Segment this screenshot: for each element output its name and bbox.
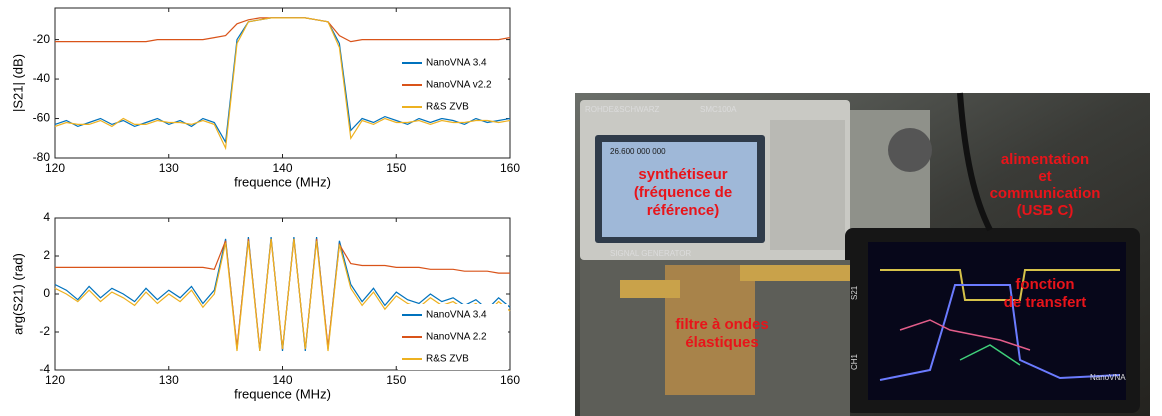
x-tick-label: 160 [500, 161, 520, 175]
y-tick-label: -4 [39, 362, 50, 376]
device-label: ROHDE&SCHWARZ [585, 105, 659, 114]
annotation: alimentation [1001, 151, 1089, 168]
legend-label: NanoVNA 3.4 [426, 58, 487, 69]
x-tick-label: 120 [45, 373, 65, 387]
usb-cable [957, 92, 993, 232]
x-tick-label: 160 [500, 373, 520, 387]
y-tick-label: -2 [39, 324, 50, 338]
device-label: SIGNAL GENERATOR [610, 249, 691, 258]
chart: 120 130 140 150 160 -80 -60 -40 -20 frequence (MH… [10, 7, 520, 189]
y-tick-label: -40 [33, 71, 51, 85]
legend-label: R&S ZVB [426, 354, 469, 365]
data-line [55, 17, 511, 43]
screen-trace [899, 319, 1031, 351]
data-line [54, 238, 511, 352]
x-tick-label: 140 [272, 161, 292, 175]
keypad [770, 120, 845, 250]
data-line [54, 17, 511, 151]
knob [888, 128, 932, 172]
legend-label: NanoVNA 3.4 [426, 310, 487, 321]
legend: NanoVNA 3.4 NanoVNA 2.2 R&S ZVB [398, 304, 508, 370]
device-label: S21 [850, 285, 859, 300]
data-line [54, 236, 511, 352]
x-tick-label: 140 [272, 373, 292, 387]
screen-trace [880, 269, 1120, 301]
y-tick-label: 2 [43, 248, 50, 262]
annotation: et [1038, 168, 1051, 185]
screen-trace [959, 344, 1021, 366]
annotation: élastiques [685, 334, 758, 351]
sma-connector [620, 280, 680, 298]
annotation: communication [990, 185, 1101, 202]
annotation: synthétiseur [638, 166, 727, 183]
screen-trace [879, 284, 1121, 381]
x-tick-label: 150 [386, 161, 406, 175]
y-tick-label: 4 [43, 210, 50, 224]
y-tick-label: 0 [43, 286, 50, 300]
x-tick-label: 120 [45, 161, 65, 175]
x-tick-label: 130 [159, 161, 179, 175]
y-axis-label: arg(S21) (rad) [10, 253, 25, 335]
device-label: CH1 [850, 353, 859, 370]
device-label: NanoVNA [1090, 373, 1126, 382]
annotation: référence) [647, 202, 720, 219]
photo [575, 92, 1150, 416]
device-label: SMC100A [700, 105, 737, 114]
x-tick-label: 130 [159, 373, 179, 387]
y-tick-label: -80 [33, 150, 51, 164]
legend-label: R&S ZVB [426, 102, 469, 113]
chart: 120 130 140 150 160 -4 -2 0 2 4 frequence (MHz) arg… [10, 210, 520, 401]
y-axis-label: |S21| (dB) [10, 54, 25, 112]
y-tick-label: -20 [33, 32, 51, 46]
legend: NanoVNA 3.4 NanoVNA v2.2 R&S ZVB [398, 52, 508, 118]
annotation: de transfert [1004, 294, 1087, 311]
legend-label: NanoVNA v2.2 [426, 80, 492, 91]
x-axis-label: frequence (MHz) [234, 174, 331, 189]
legend-label: NanoVNA 2.2 [426, 332, 487, 343]
annotation: fonction [1015, 276, 1074, 293]
x-axis-label: frequence (MHz) [234, 386, 331, 401]
knob-panel [850, 110, 930, 240]
annotation: (USB C) [1017, 202, 1074, 219]
sma-cable [740, 265, 850, 281]
device-label: 26.600 000 000 [610, 147, 666, 156]
generator-screen [602, 142, 757, 237]
annotation: filtre à ondes [675, 316, 768, 333]
annotation: (fréquence de [634, 184, 732, 201]
y-tick-label: -60 [33, 111, 51, 125]
x-tick-label: 150 [386, 373, 406, 387]
